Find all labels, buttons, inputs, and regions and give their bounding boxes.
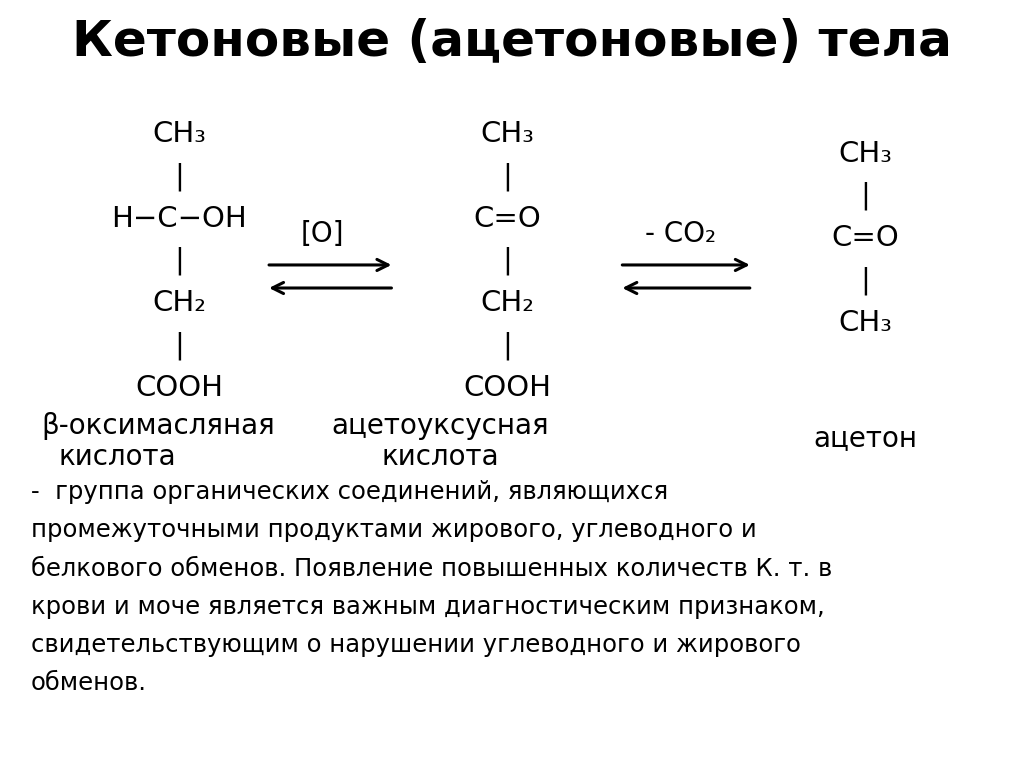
Text: C=O: C=O xyxy=(831,224,899,252)
Text: -  группа органических соединений, являющихся
промежуточными продуктами жирового: - группа органических соединений, являющ… xyxy=(31,480,831,695)
Text: |: | xyxy=(174,331,184,360)
Text: ацетоуксусная: ацетоуксусная xyxy=(332,412,549,440)
Text: |: | xyxy=(860,266,870,295)
Text: |: | xyxy=(502,247,512,276)
Text: кислота: кислота xyxy=(382,443,499,471)
Text: CH₃: CH₃ xyxy=(153,121,206,148)
Text: ацетон: ацетон xyxy=(813,424,918,452)
Text: |: | xyxy=(174,162,184,191)
Text: |: | xyxy=(502,331,512,360)
Text: CH₃: CH₃ xyxy=(839,140,892,167)
Text: |: | xyxy=(502,162,512,191)
Text: |: | xyxy=(860,181,870,210)
Text: кислота: кислота xyxy=(59,443,176,471)
Text: - CO₂: - CO₂ xyxy=(645,220,717,248)
Text: H−C−OH: H−C−OH xyxy=(112,205,247,233)
Text: |: | xyxy=(174,247,184,276)
Text: CH₂: CH₂ xyxy=(153,290,206,317)
Text: C=O: C=O xyxy=(473,205,541,233)
Text: COOH: COOH xyxy=(135,374,223,402)
Text: [O]: [O] xyxy=(301,220,344,248)
Text: CH₃: CH₃ xyxy=(839,309,892,336)
Text: β-оксимасляная: β-оксимасляная xyxy=(41,412,274,440)
Text: COOH: COOH xyxy=(463,374,551,402)
Text: Кетоновые (ацетоновые) тела: Кетоновые (ацетоновые) тела xyxy=(72,18,952,66)
Text: CH₃: CH₃ xyxy=(480,121,534,148)
Text: CH₂: CH₂ xyxy=(480,290,534,317)
